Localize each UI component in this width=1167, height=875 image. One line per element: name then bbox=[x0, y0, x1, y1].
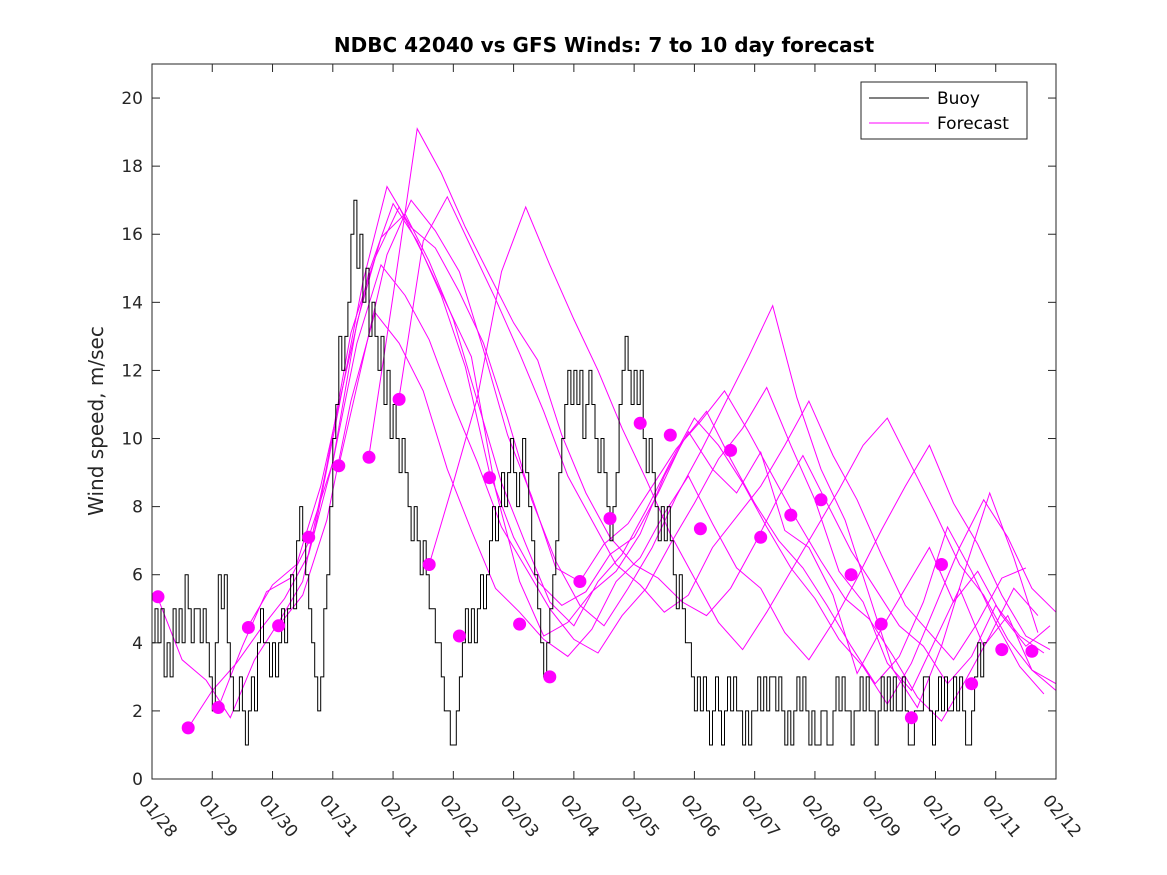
forecast-point bbox=[211, 701, 225, 714]
y-tick-label: 8 bbox=[132, 498, 143, 518]
y-tick-label: 14 bbox=[121, 293, 143, 313]
y-tick-label: 20 bbox=[121, 89, 143, 109]
forecast-point bbox=[302, 530, 316, 544]
plot-frame bbox=[151, 63, 1057, 780]
forecast-line-8 bbox=[368, 127, 1045, 685]
forecast-point bbox=[392, 392, 406, 406]
forecast-point bbox=[422, 558, 436, 571]
forecast-point bbox=[784, 508, 798, 522]
forecast-point bbox=[995, 643, 1009, 657]
legend-label-buoy: Buoy bbox=[937, 89, 980, 109]
forecast-point bbox=[844, 568, 858, 582]
y-tick-label: 18 bbox=[121, 157, 143, 177]
forecast-point bbox=[272, 619, 286, 633]
forecast-point bbox=[543, 670, 557, 684]
legend-box bbox=[860, 81, 1028, 140]
y-tick-label: 4 bbox=[132, 634, 143, 654]
forecast-point bbox=[603, 512, 617, 525]
y-tick-label: 2 bbox=[132, 702, 143, 722]
forecast-point bbox=[633, 416, 647, 430]
forecast-point bbox=[874, 617, 888, 631]
forecast-point bbox=[814, 493, 828, 507]
forecast-point bbox=[724, 443, 738, 457]
forecast-point bbox=[151, 590, 165, 604]
forecast-line-3 bbox=[217, 185, 1039, 709]
forecast-point bbox=[965, 677, 979, 691]
forecast-point bbox=[513, 617, 527, 631]
forecast-point bbox=[754, 530, 768, 544]
y-tick-label: 16 bbox=[121, 225, 143, 245]
buoy-line bbox=[152, 199, 987, 746]
y-tick-label: 0 bbox=[132, 770, 143, 790]
forecast-point bbox=[483, 471, 496, 485]
forecast-point bbox=[181, 721, 195, 735]
forecast-line-10 bbox=[428, 205, 1056, 691]
y-tick-label: 12 bbox=[121, 361, 143, 381]
plot-background bbox=[152, 64, 1056, 779]
legend: Buoy Forecast bbox=[860, 81, 1028, 140]
forecast-line-9 bbox=[398, 195, 1027, 661]
forecast-point bbox=[332, 459, 346, 473]
forecast-line-1 bbox=[157, 205, 1051, 719]
forecast-point bbox=[573, 575, 587, 588]
y-axis-label: Wind speed, m/sec bbox=[84, 326, 108, 516]
legend-label-forecast: Forecast bbox=[937, 114, 1009, 134]
forecast-point bbox=[904, 711, 918, 725]
forecast-point bbox=[241, 621, 255, 634]
forecast-point bbox=[663, 428, 677, 442]
forecast-point bbox=[452, 629, 466, 643]
forecast-point bbox=[935, 558, 948, 571]
plot-area bbox=[151, 64, 1056, 779]
forecast-point bbox=[1025, 644, 1039, 658]
forecast-line-6 bbox=[308, 212, 1056, 706]
forecast-point bbox=[693, 522, 707, 536]
y-tick-label: 6 bbox=[132, 566, 143, 586]
chart-title: NDBC 42040 vs GFS Winds: 7 to 10 day for… bbox=[334, 33, 875, 57]
forecast-point bbox=[362, 450, 376, 464]
forecast-line-7 bbox=[338, 199, 1039, 722]
y-tick-label: 10 bbox=[121, 430, 143, 450]
series-group bbox=[152, 127, 1056, 746]
